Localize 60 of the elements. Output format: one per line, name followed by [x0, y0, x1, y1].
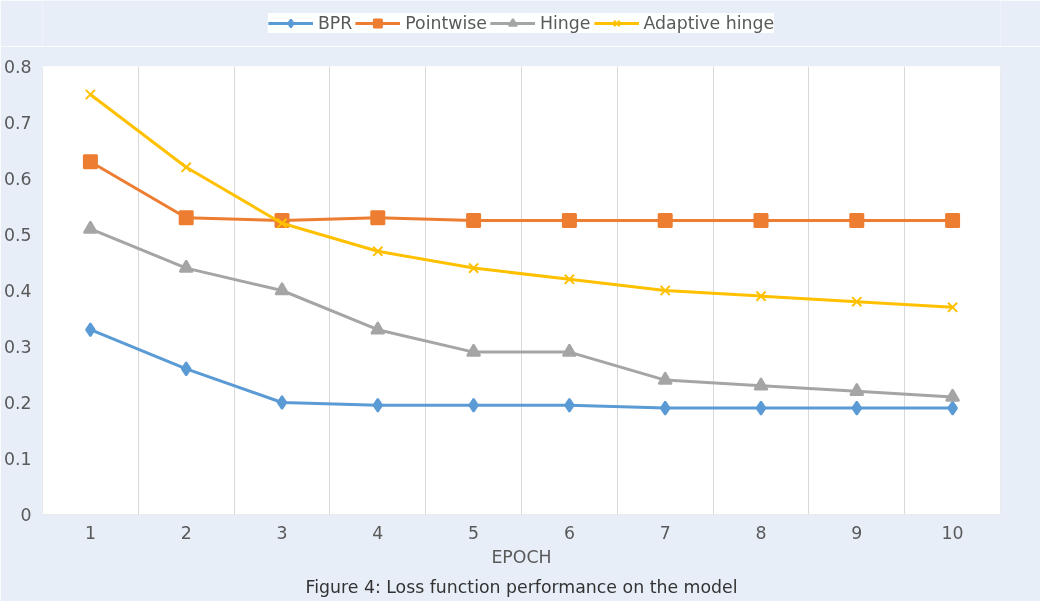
- point: [851, 296, 863, 308]
- y-tick-label: 0.3: [3, 337, 32, 357]
- point: [178, 210, 194, 226]
- legend-label: Pointwise: [405, 13, 487, 33]
- y-tick-label: 0.7: [3, 113, 32, 133]
- point: [947, 301, 959, 313]
- point: [466, 213, 482, 228]
- point: [180, 161, 192, 173]
- y-tick-label: 0.4: [3, 281, 32, 301]
- legend-label: Adaptive hinge: [643, 13, 775, 33]
- point: [755, 290, 767, 302]
- point: [657, 371, 673, 385]
- x-axis-title: EPOCH: [491, 546, 552, 567]
- x-tick-label: 10: [941, 522, 964, 543]
- point: [849, 382, 865, 397]
- point: [372, 397, 384, 413]
- point: [945, 388, 961, 402]
- point: [372, 245, 384, 257]
- point: [180, 361, 192, 377]
- point: [370, 210, 386, 226]
- point: [851, 400, 863, 416]
- point: [370, 321, 386, 335]
- x-tick-label: 5: [468, 522, 480, 543]
- x-tick-label: 1: [84, 522, 96, 543]
- point: [466, 343, 482, 357]
- point: [84, 88, 96, 101]
- point: [276, 395, 288, 410]
- point: [659, 284, 671, 297]
- y-tick-label: 0.2: [3, 393, 32, 413]
- point: [755, 400, 767, 416]
- point: [753, 213, 769, 228]
- point: [659, 400, 671, 416]
- point: [849, 213, 865, 228]
- point: [468, 262, 480, 274]
- point: [561, 213, 577, 228]
- x-tick-label: 3: [276, 522, 288, 543]
- legend-label: BPR: [317, 13, 353, 33]
- x-tick-label: 8: [755, 522, 767, 543]
- x-tick-label: 2: [180, 522, 192, 543]
- point: [561, 343, 577, 357]
- y-tick-label: 0.5: [3, 225, 32, 245]
- point: [753, 377, 769, 391]
- legend-label: Hinge: [539, 13, 591, 33]
- x-tick-label: 6: [563, 522, 575, 543]
- point: [274, 281, 290, 296]
- caption: Figure 4: Loss function performance on the model: [305, 576, 738, 597]
- point: [657, 213, 673, 228]
- point: [178, 259, 194, 273]
- point: [82, 220, 98, 234]
- point: [945, 213, 961, 228]
- y-tick-label: 0.6: [3, 169, 32, 189]
- y-tick-label: 0.8: [3, 57, 32, 77]
- y-tick-label: 0: [20, 505, 32, 525]
- y-tick-label: 0.1: [3, 449, 32, 469]
- point: [82, 154, 98, 170]
- x-tick-label: 4: [372, 522, 384, 543]
- x-tick-label: 7: [659, 522, 671, 543]
- x-tick-label: 9: [851, 522, 863, 543]
- point: [563, 273, 575, 285]
- point: [276, 217, 288, 229]
